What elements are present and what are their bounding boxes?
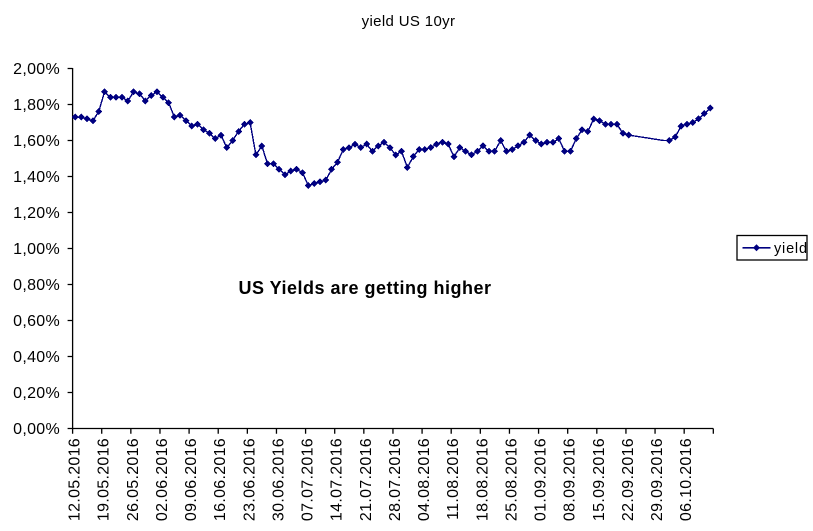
svg-text:1,60%: 1,60% (13, 133, 60, 150)
svg-text:12.05.2016: 12.05.2016 (67, 438, 84, 521)
svg-text:US Yields are getting higher: US Yields are getting higher (238, 278, 491, 298)
svg-text:1,80%: 1,80% (13, 97, 60, 114)
svg-text:23.06.2016: 23.06.2016 (241, 438, 258, 521)
svg-text:0,40%: 0,40% (13, 349, 60, 366)
svg-text:08.09.2016: 08.09.2016 (562, 438, 579, 521)
svg-text:22.09.2016: 22.09.2016 (620, 438, 637, 521)
svg-text:yield: yield (774, 241, 808, 257)
svg-text:11.08.2016: 11.08.2016 (445, 438, 462, 520)
svg-text:1,00%: 1,00% (13, 241, 60, 258)
svg-text:06.10.2016: 06.10.2016 (678, 438, 695, 521)
svg-text:15.09.2016: 15.09.2016 (591, 438, 608, 521)
svg-text:1,40%: 1,40% (13, 169, 60, 186)
svg-text:04.08.2016: 04.08.2016 (416, 438, 433, 521)
svg-text:28.07.2016: 28.07.2016 (387, 438, 404, 521)
svg-text:0,60%: 0,60% (13, 313, 60, 330)
svg-text:1,20%: 1,20% (13, 205, 60, 222)
svg-text:29.09.2016: 29.09.2016 (649, 438, 666, 521)
svg-text:0,80%: 0,80% (13, 277, 60, 294)
svg-text:01.09.2016: 01.09.2016 (533, 438, 550, 521)
svg-text:30.06.2016: 30.06.2016 (271, 438, 288, 521)
svg-text:19.05.2016: 19.05.2016 (96, 438, 113, 521)
svg-text:0,20%: 0,20% (13, 385, 60, 402)
svg-text:0,00%: 0,00% (13, 421, 60, 438)
svg-text:2,00%: 2,00% (13, 61, 60, 78)
svg-text:18.08.2016: 18.08.2016 (474, 438, 491, 521)
svg-text:16.06.2016: 16.06.2016 (212, 438, 229, 521)
svg-text:26.05.2016: 26.05.2016 (125, 438, 142, 521)
svg-text:02.06.2016: 02.06.2016 (154, 438, 171, 521)
svg-text:07.07.2016: 07.07.2016 (300, 438, 317, 521)
svg-text:14.07.2016: 14.07.2016 (329, 438, 346, 521)
svg-text:21.07.2016: 21.07.2016 (358, 438, 375, 521)
svg-text:09.06.2016: 09.06.2016 (183, 438, 200, 521)
svg-text:25.08.2016: 25.08.2016 (503, 438, 520, 521)
svg-text:yield US 10yr: yield US 10yr (362, 13, 456, 30)
